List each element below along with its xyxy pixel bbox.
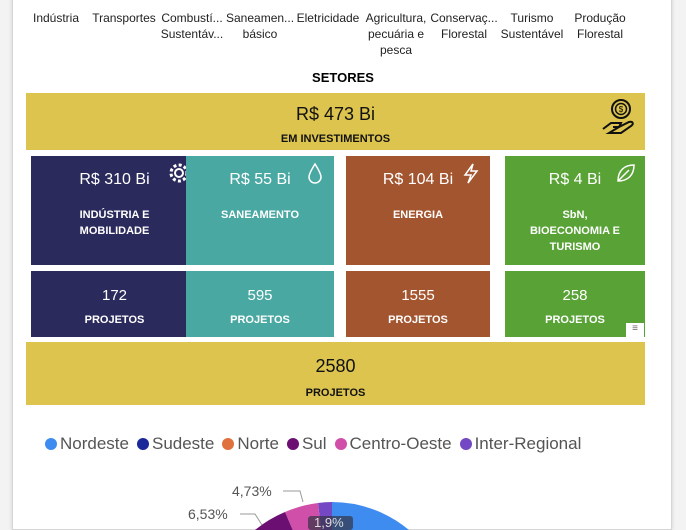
- sector-projects-label: PROJETOS: [545, 314, 605, 326]
- filter-eletricidade[interactable]: Eletricidade: [296, 11, 360, 25]
- sector-projects-count: 1555: [401, 287, 435, 304]
- label-sul: 6,53%: [188, 506, 228, 522]
- water-drop-icon: [308, 162, 322, 184]
- total-investment-card: R$ 473 Bi EM INVESTIMENTOS $: [26, 93, 645, 150]
- filter-icon[interactable]: ≡: [626, 323, 644, 337]
- sector-projects-label: PROJETOS: [230, 314, 290, 326]
- filter-combustiveis[interactable]: Combustí... Sustentáv...: [160, 11, 224, 41]
- filter-turismo[interactable]: Turismo Sustentável: [500, 11, 564, 41]
- tooltip-bg: [308, 516, 353, 530]
- sector-card[interactable]: R$ 55 Bi SANEAMENTO: [186, 156, 334, 265]
- sector-label: ENERGIA: [392, 209, 444, 221]
- sector-label: INDÚSTRIA E MOBILIDADE: [79, 209, 150, 237]
- leader-line: [283, 490, 304, 503]
- filter-producao[interactable]: Produção Florestal: [574, 11, 626, 41]
- sector-projects-count: 595: [247, 287, 273, 304]
- sector-card[interactable]: R$ 104 Bi ENERGIA: [346, 156, 490, 265]
- legend-label: Sul: [301, 434, 327, 453]
- leader-line: [240, 513, 263, 526]
- sector-value: R$ 55 Bi: [229, 171, 291, 188]
- lightning-icon: [463, 163, 479, 184]
- sector-filter-slicer: Indústria Transportes Combustí... Susten…: [22, 10, 642, 58]
- sector-projects-card[interactable]: 258 PROJETOS: [505, 271, 645, 337]
- legend-inter-regional[interactable]: Inter-Regional: [459, 434, 582, 454]
- section-title: SETORES: [312, 70, 374, 85]
- filter-transportes[interactable]: Transportes: [92, 11, 156, 25]
- total-projects-card: 2580 PROJETOS: [26, 342, 645, 405]
- legend-label: Norte: [237, 434, 279, 453]
- legend-label: Inter-Regional: [474, 434, 582, 453]
- legend-label: Centro-Oeste: [349, 434, 452, 453]
- sector-projects-label: PROJETOS: [388, 314, 448, 326]
- pie-chart: [240, 490, 409, 530]
- sector-value: R$ 310 Bi: [79, 171, 150, 188]
- label-centro-oeste: 4,73%: [232, 483, 272, 499]
- total-investment-label: EM INVESTIMENTOS: [280, 133, 391, 145]
- total-projects-label: PROJETOS: [305, 387, 366, 399]
- legend-centro-oeste[interactable]: Centro-Oeste: [334, 434, 452, 454]
- sector-value: R$ 104 Bi: [382, 171, 454, 188]
- sector-label: SANEAMENTO: [220, 209, 300, 221]
- sector-label: SbN, BIOECONOMIA E TURISMO: [529, 209, 621, 253]
- filter-saneamento[interactable]: Saneamen... básico: [226, 11, 295, 41]
- filter-industria[interactable]: Indústria: [32, 11, 80, 25]
- sector-card[interactable]: R$ 4 Bi SbN, BIOECONOMIA E TURISMO: [505, 156, 645, 265]
- sector-projects-card[interactable]: 1555 PROJETOS: [346, 271, 490, 337]
- filter-agricultura[interactable]: Agricultura, pecuária e pesca: [365, 11, 427, 57]
- sector-value: R$ 4 Bi: [548, 171, 602, 188]
- filter-conservacao[interactable]: Conservaç... Florestal: [430, 11, 498, 41]
- total-investment-value: R$ 473 Bi: [295, 104, 376, 124]
- legend-nordeste[interactable]: Nordeste: [45, 434, 129, 454]
- leaf-icon: [617, 164, 635, 182]
- chart-legend: Nordeste Sudeste Norte Sul Centro-Oeste …: [45, 434, 581, 454]
- money-hand-icon: $: [602, 99, 634, 134]
- sector-projects-card[interactable]: 172 PROJETOS: [31, 271, 198, 337]
- sector-projects-count: 258: [562, 287, 588, 304]
- legend-label: Sudeste: [151, 434, 215, 453]
- sector-projects-label: PROJETOS: [84, 314, 145, 326]
- legend-sul[interactable]: Sul: [286, 434, 327, 454]
- legend-label: Nordeste: [60, 434, 129, 453]
- total-projects-value: 2580: [315, 356, 356, 376]
- label-inter-regional: 1,9%: [314, 515, 344, 530]
- slice-sul[interactable]: [255, 512, 293, 530]
- sector-card[interactable]: R$ 310 Bi INDÚSTRIA E MOBILIDADE: [31, 156, 198, 265]
- sector-projects-card[interactable]: 595 PROJETOS: [186, 271, 334, 337]
- svg-text:$: $: [619, 105, 624, 114]
- legend-sudeste[interactable]: Sudeste: [136, 434, 215, 454]
- sector-projects-count: 172: [101, 287, 128, 304]
- legend-norte[interactable]: Norte: [222, 434, 279, 454]
